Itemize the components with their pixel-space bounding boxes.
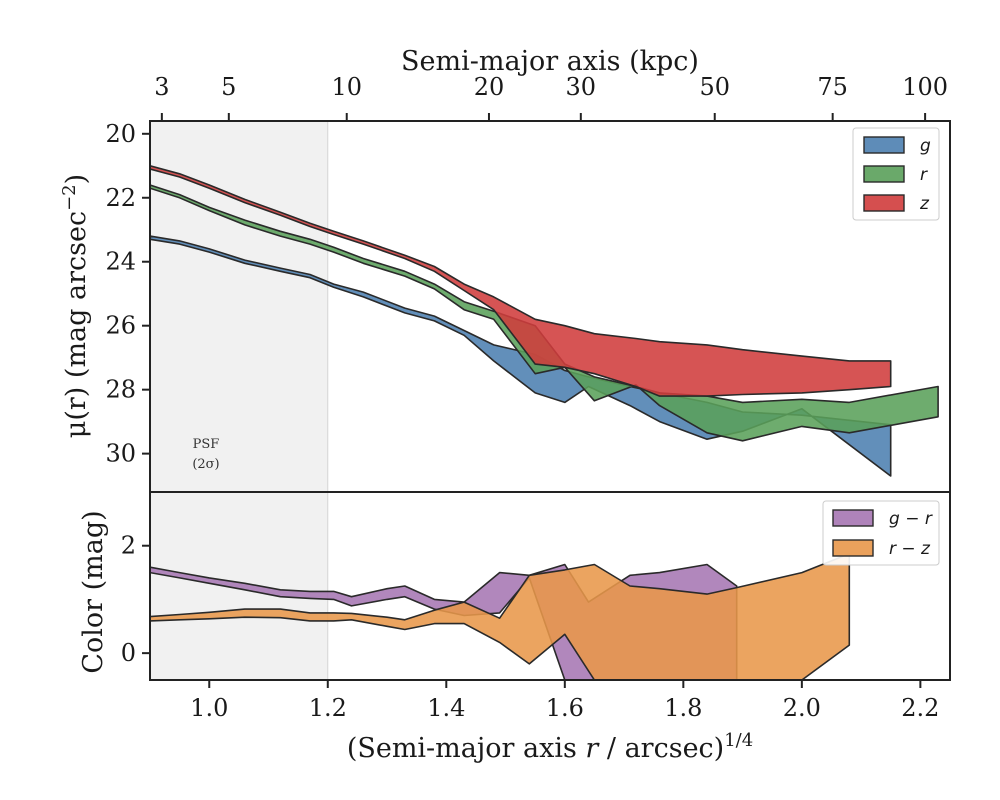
bottom-x-axis-label-prefix: (Semi-major axis (347, 733, 586, 764)
bottom-y-tick-label: 0 (121, 639, 136, 667)
bottom-x-tick-label: 1.6 (546, 694, 584, 722)
top-y-axis-label-sup: −2 (59, 184, 80, 211)
bottom-x-tick-label: 2.0 (783, 694, 821, 722)
axis-ticks: 20 22 24 26 28 30 0 2 1.0 1.2 1.4 1.6 1.8 2.0 2.2 3 5 10 2… (105, 73, 948, 722)
bottom-legend-swatch (832, 509, 874, 527)
top-x-tick-label: 20 (474, 73, 505, 101)
top-legend-swatch (863, 165, 905, 183)
top-axis-label: Semi-major axis (kpc) (401, 46, 699, 77)
top-legend: grz (852, 127, 940, 221)
bottom-x-axis-label-mid: / arcsec) (598, 733, 724, 764)
mu-band-z (150, 165, 892, 397)
top-x-tick-label: 100 (902, 73, 948, 101)
top-x-tick-label: 30 (566, 73, 597, 101)
top-x-tick-label: 5 (221, 73, 236, 101)
top-y-tick-label: 20 (105, 120, 136, 148)
color-bands (150, 552, 851, 680)
bottom-legend-label: g − r (889, 509, 933, 529)
mu-band-r (150, 184, 939, 442)
top-x-tick-label: 75 (817, 73, 848, 101)
bottom-x-axis-label-r: r (585, 733, 600, 764)
bottom-x-tick-label: 1.2 (309, 694, 347, 722)
top-legend-label: g (920, 136, 931, 156)
top-y-tick-label: 24 (105, 248, 136, 276)
psf-shaded-region-top (150, 121, 328, 492)
top-x-tick-label: 50 (699, 73, 730, 101)
top-y-axis-label-suffix: ) (61, 174, 92, 185)
bottom-y-axis-label: Color (mag) (78, 510, 109, 673)
top-legend-swatch (863, 136, 905, 154)
bottom-x-tick-label: 2.2 (901, 694, 939, 722)
bottom-legend-swatch (832, 539, 874, 557)
top-y-tick-label: 30 (105, 440, 136, 468)
top-y-axis-label-prefix: μ(r) (mag arcsec (61, 211, 92, 438)
top-y-axis-label: μ(r) (mag arcsec−2) (59, 174, 92, 438)
top-x-tick-label: 10 (331, 73, 362, 101)
top-legend-label: z (919, 194, 930, 214)
surface-brightness-bands (150, 165, 939, 477)
bottom-x-tick-label: 1.4 (427, 694, 465, 722)
top-y-tick-label: 22 (105, 184, 136, 212)
bottom-x-tick-label: 1.0 (190, 694, 228, 722)
bottom-panel-frame (149, 491, 951, 681)
bottom-x-axis-label-sup: 1/4 (724, 730, 753, 751)
top-y-tick-label: 26 (105, 312, 136, 340)
bottom-y-tick-label: 2 (121, 532, 136, 560)
bottom-x-tick-label: 1.8 (664, 694, 702, 722)
top-y-tick-label: 28 (105, 376, 136, 404)
color-band-rminusz (150, 552, 851, 680)
top-legend-swatch (863, 194, 905, 212)
psf-label: PSF (193, 437, 220, 452)
top-legend-label: r (920, 165, 928, 185)
psf-label-sigma: (2σ) (192, 457, 219, 472)
bottom-legend: g − r r − z (822, 500, 940, 566)
bottom-legend-label: r − z (889, 539, 931, 559)
top-x-tick-label: 3 (154, 73, 169, 101)
bottom-x-axis-label: (Semi-major axis r / arcsec)1/4 (347, 730, 753, 764)
